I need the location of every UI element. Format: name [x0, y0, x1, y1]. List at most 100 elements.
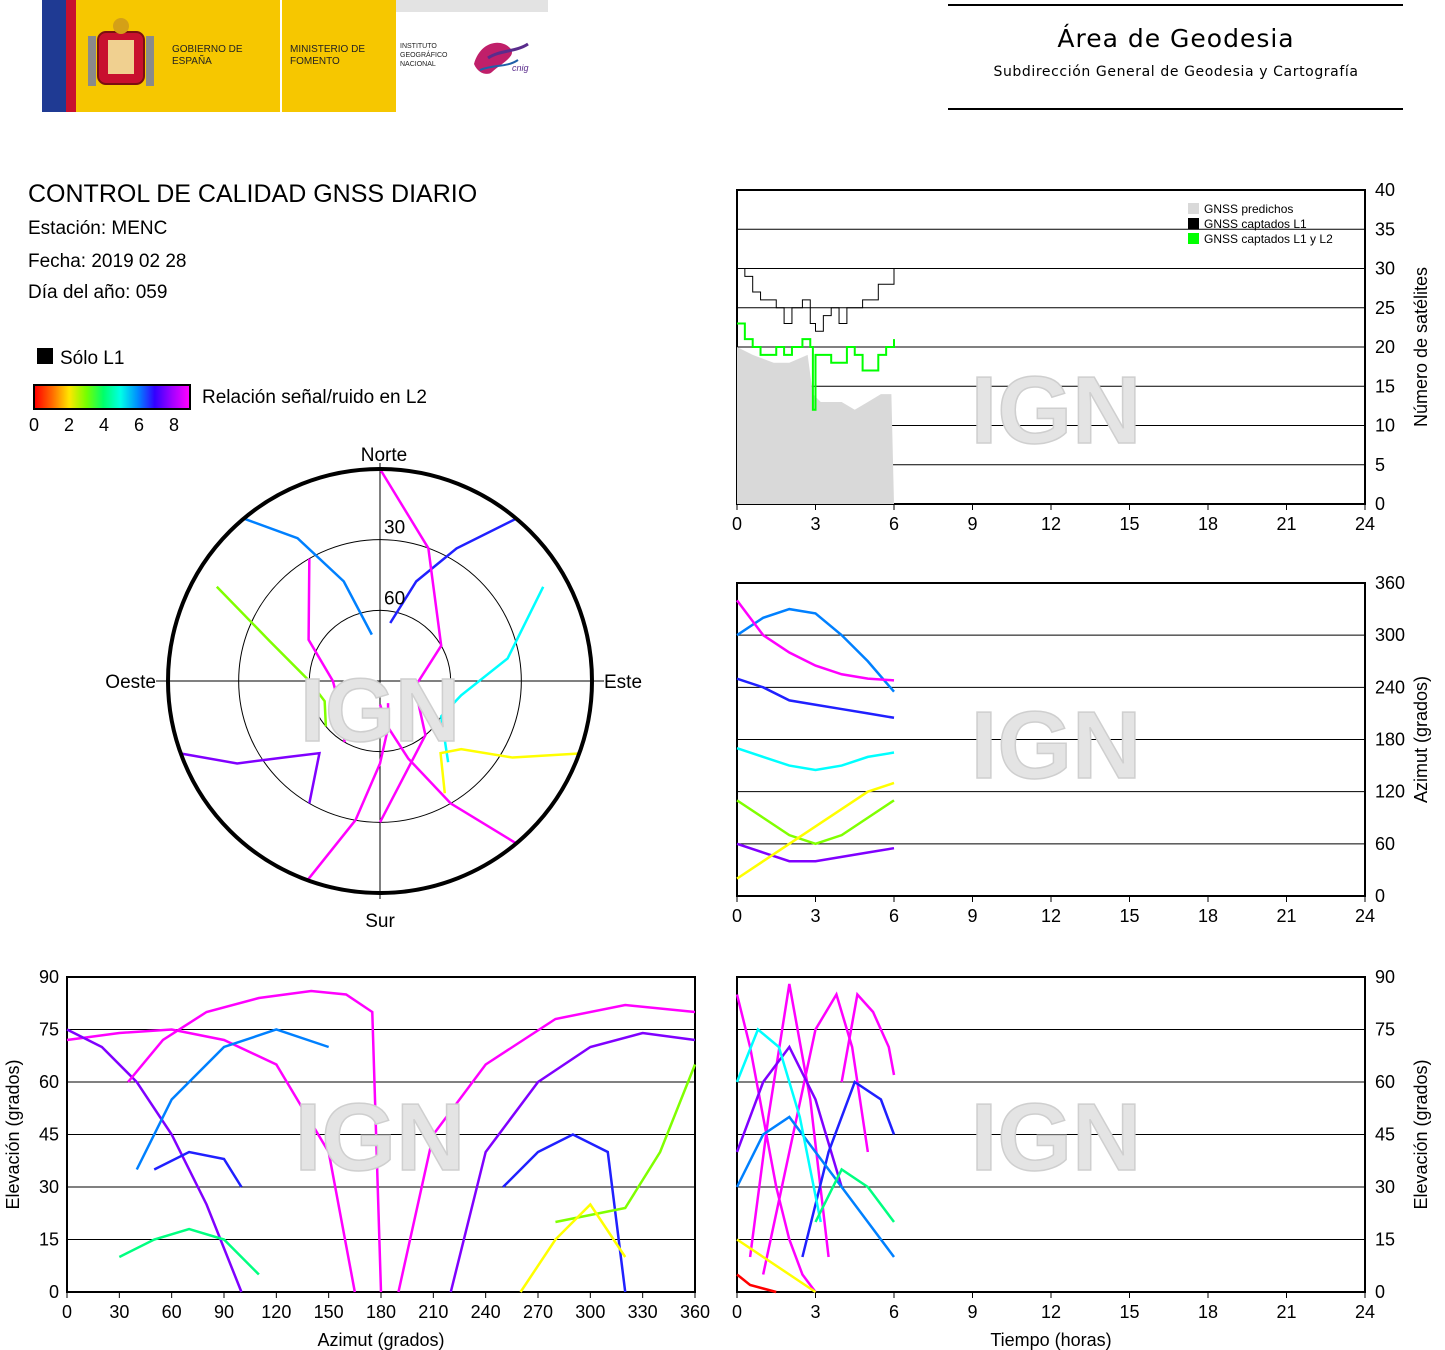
- x-tick-label: 15: [1119, 514, 1139, 534]
- y-tick-label: 0: [1375, 494, 1385, 514]
- skyplot-track: [378, 468, 443, 823]
- x-tick-label: 0: [732, 1302, 742, 1322]
- y-tick-label: 35: [1375, 219, 1395, 239]
- y-axis-label: Número de satélites: [1411, 267, 1431, 427]
- legend-label: GNSS captados L1 y L2: [1204, 232, 1333, 246]
- elevation-track: [397, 1003, 696, 1293]
- azimuth-time-chart: 0 60 120 180 240 300 360 0 3 6 9 12 15 18 21 24 Azimut (…: [732, 573, 1431, 926]
- x-tick-label: 3: [810, 514, 820, 534]
- legend-swatch: [1188, 218, 1199, 229]
- x-axis-label: Azimut (grados): [317, 1330, 444, 1350]
- y-tick-label: 60: [1375, 834, 1395, 854]
- legend-swatch: [1188, 233, 1199, 244]
- elevation-track: [502, 1133, 627, 1293]
- x-tick-label: 150: [314, 1302, 344, 1322]
- elevation-track: [519, 1202, 627, 1293]
- y-tick-label: 180: [1375, 730, 1405, 750]
- x-tick-label: 120: [261, 1302, 291, 1322]
- azimuth-track: [736, 747, 895, 772]
- snr-colorbar-label: Relación señal/ruido en L2: [202, 387, 427, 408]
- x-tick-label: 24: [1355, 514, 1375, 534]
- l1l2-series-line: [737, 322, 895, 411]
- azimuth-track: [736, 781, 895, 880]
- area-subtitle: Subdirección General de Geodesia y Carto…: [993, 64, 1359, 80]
- coat-of-arms-icon: [86, 14, 156, 94]
- x-tick-label: 21: [1276, 514, 1296, 534]
- ign-watermark: IGN: [295, 1084, 466, 1191]
- x-tick-label: 330: [628, 1302, 658, 1322]
- skyplot-track: [439, 586, 545, 763]
- instituto-text: INSTITUTO GEOGRÁFICO NACIONAL: [400, 43, 448, 68]
- skyplot-track: [306, 703, 390, 881]
- x-tick-label: 24: [1355, 906, 1375, 926]
- ministerio-text: MINISTERIO DE FOMENTO: [290, 44, 366, 67]
- y-tick-label: 0: [49, 1282, 59, 1302]
- y-tick-label: 0: [1375, 886, 1385, 906]
- x-tick-label: 15: [1119, 1302, 1139, 1322]
- snr-colorbar: [33, 384, 191, 410]
- y-tick-label: 360: [1375, 573, 1405, 593]
- area-title: Área de Geodesia: [1057, 24, 1295, 53]
- l1-series-line: [737, 268, 895, 332]
- ring-label-30: 30: [384, 518, 405, 539]
- y-tick-label: 30: [1375, 1177, 1395, 1197]
- x-tick-label: 9: [967, 514, 977, 534]
- elevation-track: [135, 1028, 330, 1171]
- east-label: Este: [604, 672, 642, 693]
- ign-watermark: IGN: [971, 357, 1142, 464]
- x-tick-label: 18: [1198, 906, 1218, 926]
- x-tick-label: 12: [1041, 906, 1061, 926]
- horizon-circle: [166, 467, 594, 895]
- x-tick-label: 6: [889, 514, 899, 534]
- snr-tick: 4: [99, 415, 110, 435]
- skyplot-track: [215, 585, 328, 727]
- x-tick-label: 6: [889, 1302, 899, 1322]
- area-top-rule: [948, 4, 1403, 6]
- elevation-time-track: [735, 1044, 843, 1188]
- azimuth-track: [736, 599, 895, 682]
- elevation-track: [66, 1028, 243, 1293]
- x-tick-label: 12: [1041, 1302, 1061, 1322]
- y-tick-label: 40: [1375, 180, 1395, 200]
- x-tick-label: 6: [889, 906, 899, 926]
- elevation-track: [153, 1150, 243, 1188]
- y-tick-label: 30: [39, 1177, 59, 1197]
- north-label: Norte: [361, 445, 407, 466]
- snr-tick: 0: [29, 415, 40, 435]
- x-tick-label: 60: [162, 1302, 182, 1322]
- skyplot-chart: IGN 30 60 Norte Sur Este Oeste: [105, 445, 642, 932]
- y-tick-label: 30: [1375, 259, 1395, 279]
- snr-tick: 8: [169, 415, 180, 435]
- elevation-track: [66, 1028, 357, 1293]
- station-label: Estación: MENC: [28, 218, 168, 239]
- y-tick-label: 15: [1375, 376, 1395, 396]
- azimuth-track: [736, 799, 895, 846]
- skyplot-track: [243, 517, 373, 636]
- legend-swatch: [1188, 203, 1199, 214]
- x-tick-label: 0: [732, 514, 742, 534]
- x-tick-label: 18: [1198, 1302, 1218, 1322]
- elevation-time-track: [735, 1115, 896, 1258]
- y-tick-label: 0: [1375, 1282, 1385, 1302]
- elevation-time-chart: 0 15 30 45 60 75 90 0 3 6 9 12 15 18 21 24 Elevación (gr…: [732, 967, 1431, 1350]
- y-tick-label: 90: [39, 967, 59, 987]
- y-tick-label: 45: [1375, 1125, 1395, 1145]
- elevation-time-track: [735, 1027, 822, 1223]
- plot-frame: [736, 582, 1366, 897]
- ring-label-60: 60: [384, 588, 405, 609]
- cnig-text: cnig: [512, 63, 529, 73]
- solo-l1-swatch: [37, 348, 53, 364]
- legend-label: GNSS captados L1: [1204, 217, 1307, 231]
- snr-tick: 6: [134, 415, 145, 435]
- y-axis-label: Azimut (grados): [1411, 676, 1431, 803]
- elevation-time-track: [840, 991, 896, 1083]
- elevation-track: [449, 1031, 696, 1293]
- gobierno-text: GOBIERNO DE ESPAÑA: [172, 44, 243, 67]
- cnig-logo-icon: [470, 34, 536, 82]
- skyplot-track: [378, 704, 517, 845]
- y-tick-label: 120: [1375, 782, 1405, 802]
- y-tick-label: 60: [39, 1072, 59, 1092]
- x-tick-label: 240: [471, 1302, 501, 1322]
- x-tick-label: 360: [680, 1302, 710, 1322]
